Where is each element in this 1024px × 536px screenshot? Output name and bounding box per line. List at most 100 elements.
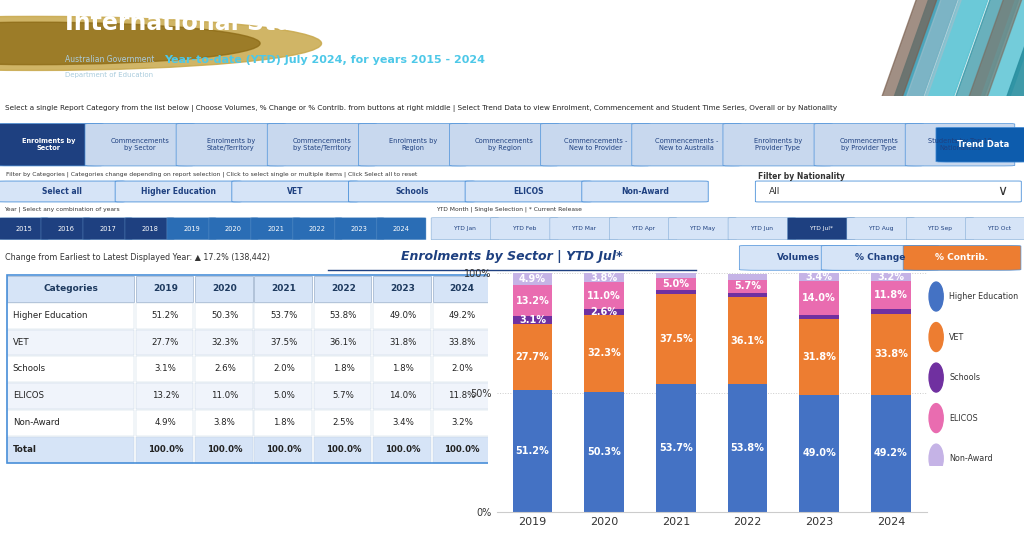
Text: 2024: 2024 [450,284,475,293]
Text: 3.2%: 3.2% [878,272,904,282]
FancyBboxPatch shape [136,276,194,302]
Text: VET: VET [12,338,30,346]
Text: 2.0%: 2.0% [273,364,295,374]
Text: 33.8%: 33.8% [873,349,908,359]
Text: YTD Aug: YTD Aug [868,226,893,231]
Bar [800,315,839,319]
Bar [585,392,624,512]
Text: Commencements
by Region: Commencements by Region [475,138,534,151]
Text: 14.0%: 14.0% [803,293,836,303]
Text: 13.2%: 13.2% [152,391,179,400]
Text: 100.0%: 100.0% [207,445,243,455]
FancyBboxPatch shape [373,330,430,355]
FancyBboxPatch shape [83,218,132,240]
FancyBboxPatch shape [373,303,430,329]
FancyBboxPatch shape [196,411,253,436]
Text: Non-Award: Non-Award [622,187,669,196]
Polygon shape [966,0,1024,106]
Text: 53.7%: 53.7% [270,310,298,319]
Bar [728,273,767,280]
Text: % Change: % Change [855,254,905,262]
FancyBboxPatch shape [136,437,194,463]
FancyBboxPatch shape [136,383,194,410]
Bar [871,314,910,394]
FancyBboxPatch shape [936,128,1024,162]
Circle shape [929,282,943,311]
Text: 27.7%: 27.7% [152,338,179,346]
FancyBboxPatch shape [903,245,1021,270]
Text: YTD Jul*: YTD Jul* [809,226,834,231]
Text: 100.0%: 100.0% [444,445,480,455]
Polygon shape [891,0,961,106]
Text: Higher Education: Higher Education [141,187,216,196]
FancyBboxPatch shape [814,123,924,166]
FancyBboxPatch shape [0,181,125,202]
Text: 2022: 2022 [309,226,326,232]
FancyBboxPatch shape [373,411,430,436]
FancyBboxPatch shape [255,356,312,383]
Text: 5.7%: 5.7% [333,391,354,400]
Text: 50.3%: 50.3% [211,310,239,319]
Text: 2022: 2022 [331,284,356,293]
Text: 13.2%: 13.2% [516,295,549,306]
FancyBboxPatch shape [196,303,253,329]
Circle shape [929,404,943,433]
FancyBboxPatch shape [255,383,312,410]
Text: Higher Education: Higher Education [12,310,87,319]
Text: 2023: 2023 [390,284,416,293]
Text: Filter by Nationality: Filter by Nationality [758,172,845,181]
Text: YTD Sep: YTD Sep [928,226,952,231]
Text: 14.0%: 14.0% [389,391,417,400]
Circle shape [929,323,943,352]
Text: 5.0%: 5.0% [273,391,295,400]
Text: Schools: Schools [949,373,980,382]
FancyBboxPatch shape [7,383,134,410]
FancyBboxPatch shape [196,437,253,463]
Text: Enrolments by
State/Territory: Enrolments by State/Territory [207,138,255,151]
Text: 27.7%: 27.7% [516,352,549,362]
FancyBboxPatch shape [335,218,384,240]
FancyBboxPatch shape [136,303,194,329]
Text: Change from Earliest to Latest Displayed Year: ▲ 17.2% (138,442): Change from Earliest to Latest Displayed… [5,254,270,262]
Bar [513,273,552,285]
Polygon shape [978,0,1024,106]
FancyBboxPatch shape [115,181,242,202]
Text: 1.8%: 1.8% [392,364,414,374]
Text: 1.8%: 1.8% [273,419,295,427]
Text: 2021: 2021 [271,284,297,293]
Text: 100.0%: 100.0% [385,445,421,455]
FancyBboxPatch shape [196,383,253,410]
Bar [800,319,839,395]
FancyBboxPatch shape [966,218,1024,240]
Bar [871,281,910,309]
FancyBboxPatch shape [255,330,312,355]
Text: 31.8%: 31.8% [802,352,837,362]
Text: 49.2%: 49.2% [449,310,476,319]
Text: 2018: 2018 [141,226,158,232]
FancyBboxPatch shape [432,276,489,302]
Text: 51.2%: 51.2% [516,446,549,456]
Bar [656,384,695,512]
Text: 3.4%: 3.4% [392,419,414,427]
Bar [656,294,695,384]
FancyBboxPatch shape [905,123,1015,166]
Text: 2.6%: 2.6% [214,364,236,374]
Text: Non-Award: Non-Award [12,419,59,427]
Text: 5.7%: 5.7% [734,281,761,292]
Text: YTD Feb: YTD Feb [512,226,537,231]
FancyBboxPatch shape [196,330,253,355]
Text: Enrolments by Sector | YTD Jul*: Enrolments by Sector | YTD Jul* [401,250,623,263]
Circle shape [0,17,322,70]
FancyBboxPatch shape [313,356,372,383]
Circle shape [929,444,943,473]
Text: Commencements
by Sector: Commencements by Sector [111,138,169,151]
Bar [728,297,767,384]
Polygon shape [879,0,940,106]
Text: 4.9%: 4.9% [519,274,546,284]
Text: 2023: 2023 [351,226,368,232]
Text: 2017: 2017 [99,226,116,232]
Text: YTD Oct: YTD Oct [987,226,1012,231]
Text: ELICOS: ELICOS [513,187,544,196]
Text: 31.8%: 31.8% [389,338,417,346]
FancyBboxPatch shape [373,437,430,463]
